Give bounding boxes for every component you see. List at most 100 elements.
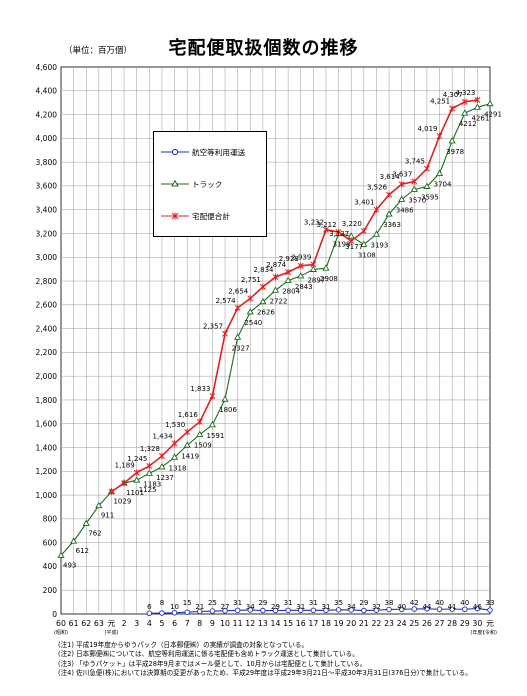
x-tick-label: 元 <box>108 619 116 628</box>
data-point-star <box>411 178 418 185</box>
data-label-truck: 2327 <box>232 344 250 352</box>
data-label-truck: 3595 <box>421 194 439 202</box>
data-label-air: 8 <box>160 599 164 607</box>
data-point-star <box>209 392 216 400</box>
data-point-circle <box>386 606 392 613</box>
data-point-circle <box>411 606 418 612</box>
x-tick-label: 22 <box>371 619 381 628</box>
data-point-circle <box>272 607 279 614</box>
y-tick-label: 1,400 <box>36 443 58 452</box>
data-point-circle <box>159 610 165 616</box>
data-point-triangle <box>486 99 494 107</box>
data-point-circle <box>197 608 203 615</box>
x-tick-label: 27 <box>435 619 445 628</box>
legend-label-total: 宅配便合計 <box>192 212 230 221</box>
data-point-triangle <box>95 501 103 509</box>
data-point-star <box>297 262 304 270</box>
data-point-triangle <box>473 103 481 110</box>
x-tick-label: 2 <box>122 619 127 628</box>
x-tick-label: 61 <box>69 619 79 628</box>
y-tick-label: 4,200 <box>36 110 58 119</box>
x-tick-label: 6 <box>172 619 177 628</box>
data-label-air: 29 <box>271 603 280 611</box>
data-label-truck: 4291 <box>484 111 502 119</box>
data-point-circle <box>398 606 405 612</box>
data-label-truck: 762 <box>88 529 101 537</box>
data-point-star <box>121 479 128 487</box>
y-tick-label: 3,600 <box>36 182 58 191</box>
data-point-triangle <box>234 333 242 340</box>
y-tick-label: 200 <box>43 586 58 595</box>
data-point-star <box>108 488 115 495</box>
x-tick-label: 30 <box>472 619 482 628</box>
y-tick-label: 600 <box>43 538 58 547</box>
data-point-triangle <box>246 308 254 315</box>
x-tick-label: 7 <box>185 619 190 628</box>
y-tick-label: 400 <box>43 562 58 571</box>
data-label-total: 4,251 <box>430 98 450 106</box>
data-point-triangle <box>221 395 229 402</box>
data-label-air: 27 <box>221 603 230 611</box>
data-point-triangle <box>322 264 330 271</box>
x-era-label: (昭和) <box>54 629 68 636</box>
y-tick-label: 3,200 <box>36 229 58 238</box>
data-point-triangle <box>183 441 191 448</box>
x-tick-label: 12 <box>245 619 255 628</box>
y-tick-label: 2,600 <box>36 301 58 310</box>
data-label-total: 3,526 <box>367 184 388 192</box>
unit-label: （単位：百万個） <box>64 46 133 56</box>
data-point-circle <box>222 608 228 614</box>
data-point-star <box>348 237 355 245</box>
data-label-truck: 1125 <box>139 486 157 494</box>
data-label-truck: 1183 <box>143 480 161 488</box>
data-label-total: 2,357 <box>203 323 223 331</box>
x-tick-label: 14 <box>271 619 281 628</box>
data-label-total: 4,019 <box>417 125 437 133</box>
data-label-truck: 1237 <box>156 474 174 482</box>
data-point-star <box>259 283 266 291</box>
data-point-star <box>386 191 393 198</box>
data-label-truck: 3108 <box>358 251 376 259</box>
data-label-air: 31 <box>296 603 305 611</box>
x-tick-label: 23 <box>384 619 394 628</box>
y-tick-label: 2,400 <box>36 324 58 333</box>
data-label-truck: 4212 <box>459 120 477 128</box>
data-label-truck: 2626 <box>257 309 275 317</box>
x-era-label: (年度) <box>470 629 484 636</box>
data-label-total: 3,401 <box>354 199 374 207</box>
data-label-total: 1,189 <box>115 462 135 470</box>
data-point-circle <box>348 607 354 613</box>
data-label-total: 3,137 <box>329 230 349 238</box>
data-label-truck: 2908 <box>320 275 338 283</box>
data-point-triangle <box>284 276 292 284</box>
data-label-truck: 3486 <box>396 206 414 214</box>
data-point-triangle <box>82 519 90 526</box>
data-point-star <box>285 269 292 276</box>
data-point-star <box>247 295 254 302</box>
data-point-circle <box>285 607 291 614</box>
data-label-total: 3,212 <box>317 221 337 229</box>
data-label-air: 46 <box>473 603 482 611</box>
data-label-air: 31 <box>309 599 318 607</box>
footnote-4: (注4) 佐川急便(株)においては決算期の変更があったため、平成29年度は平成2… <box>58 669 472 678</box>
data-point-triangle <box>57 551 65 558</box>
y-tick-label: 3,400 <box>36 205 58 214</box>
data-point-star <box>171 440 178 447</box>
data-label-air: 32 <box>372 603 381 611</box>
data-point-triangle <box>170 453 179 460</box>
data-point-star <box>272 273 279 281</box>
data-point-triangle <box>423 182 431 189</box>
data-label-total: 3,220 <box>342 220 362 228</box>
x-era-label: (平成) <box>105 629 119 636</box>
data-label-truck: 493 <box>63 561 76 569</box>
data-point-triangle <box>208 420 216 428</box>
data-point-triangle <box>133 476 141 483</box>
x-tick-label: 28 <box>447 619 457 628</box>
data-label-air: 25 <box>208 599 217 607</box>
data-point-star <box>184 428 191 436</box>
data-label-truck: 612 <box>76 547 89 555</box>
data-point-triangle <box>448 137 456 144</box>
data-point-triangle <box>372 230 381 237</box>
data-label-total: 3,637 <box>392 171 412 179</box>
